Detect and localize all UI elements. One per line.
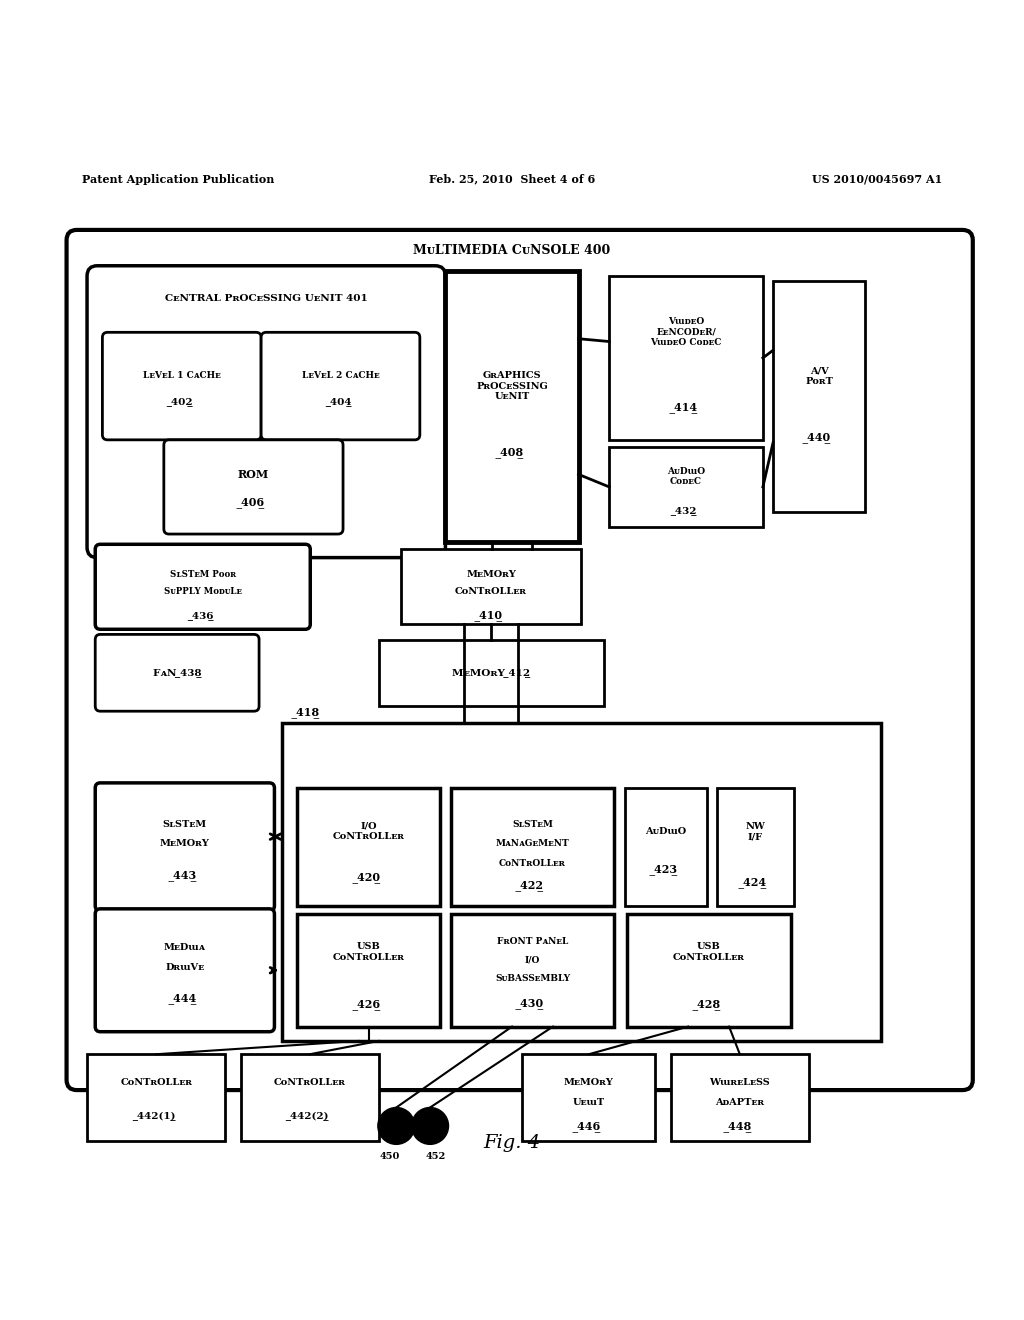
Text: USB
CᴏNTʀOLLᴇʀ: USB CᴏNTʀOLLᴇʀ xyxy=(673,942,744,961)
FancyBboxPatch shape xyxy=(95,635,259,711)
Text: MᴀNᴀGᴇMᴇNT: MᴀNᴀGᴇMᴇNT xyxy=(496,840,569,849)
Text: ̲442(1)̲: ̲442(1)̲ xyxy=(137,1111,175,1121)
FancyBboxPatch shape xyxy=(67,230,973,1090)
Text: AᴜDɯO
CᴏᴅᴇC: AᴜDɯO CᴏᴅᴇC xyxy=(667,467,706,486)
Text: ̲430̲: ̲430̲ xyxy=(521,998,544,1008)
Bar xyxy=(451,788,614,906)
Text: CᴏNTʀOLLᴇʀ: CᴏNTʀOLLᴇʀ xyxy=(455,587,527,597)
Text: AᴅAPTᴇʀ: AᴅAPTᴇʀ xyxy=(716,1098,764,1107)
Bar xyxy=(451,913,614,1027)
Bar xyxy=(87,1055,225,1142)
Text: ̲448̲: ̲448̲ xyxy=(728,1121,752,1133)
Bar xyxy=(401,549,581,624)
Text: NW
I/F: NW I/F xyxy=(745,822,765,841)
Text: MᴇMOʀY: MᴇMOʀY xyxy=(564,1078,613,1086)
Text: USB
CᴏNTʀOLLᴇʀ: USB CᴏNTʀOLLᴇʀ xyxy=(333,942,404,961)
Text: Fig. 4: Fig. 4 xyxy=(483,1134,541,1151)
Text: ̲440̲: ̲440̲ xyxy=(808,432,830,442)
Text: GʀAPHICS
PʀOCᴇSSING
UᴇNIT: GʀAPHICS PʀOCᴇSSING UᴇNIT xyxy=(476,371,548,401)
FancyBboxPatch shape xyxy=(261,333,420,440)
Text: LᴇVᴇL 2 CᴀCHᴇ: LᴇVᴇL 2 CᴀCHᴇ xyxy=(302,371,379,380)
Text: CᴇNTRAL PʀOCᴇSSING UᴇNIT 401: CᴇNTRAL PʀOCᴇSSING UᴇNIT 401 xyxy=(165,294,368,304)
Text: UᴇɯT: UᴇɯT xyxy=(572,1098,605,1107)
Bar xyxy=(627,913,791,1027)
Text: CᴏNTʀOLLᴇʀ: CᴏNTʀOLLᴇʀ xyxy=(499,859,566,867)
Text: SʟSTᴇM: SʟSTᴇM xyxy=(512,820,553,829)
Text: US 2010/0045697 A1: US 2010/0045697 A1 xyxy=(812,174,942,185)
Text: SᴜPPLY MᴏᴅᴜLᴇ: SᴜPPLY MᴏᴅᴜLᴇ xyxy=(164,587,242,597)
Text: ̲423̲: ̲423̲ xyxy=(654,863,677,875)
Text: ̲436̲: ̲436̲ xyxy=(193,611,213,620)
Text: ̲444̲: ̲444̲ xyxy=(173,994,197,1005)
Text: ̲420̲: ̲420̲ xyxy=(357,873,380,883)
Bar xyxy=(773,281,865,512)
Text: ̲404̲: ̲404̲ xyxy=(330,397,351,407)
Text: 450: 450 xyxy=(380,1151,400,1160)
Text: ̲408̲: ̲408̲ xyxy=(501,447,523,458)
Text: ̲432̲: ̲432̲ xyxy=(676,506,696,515)
Text: ̲446̲: ̲446̲ xyxy=(578,1121,600,1133)
Text: MᴇMOʀY: MᴇMOʀY xyxy=(160,840,210,849)
FancyBboxPatch shape xyxy=(102,333,261,440)
Bar xyxy=(671,1055,809,1142)
Text: SʟSTᴇM Pᴏᴏʀ: SʟSTᴇM Pᴏᴏʀ xyxy=(170,570,236,579)
Text: ̲402̲: ̲402̲ xyxy=(171,397,193,407)
FancyBboxPatch shape xyxy=(95,544,310,630)
Circle shape xyxy=(412,1107,449,1144)
Bar xyxy=(297,913,440,1027)
Text: MᴇDɯᴀ: MᴇDɯᴀ xyxy=(164,944,206,952)
Bar xyxy=(609,447,763,527)
Bar xyxy=(625,788,707,906)
Text: ̲410̲: ̲410̲ xyxy=(479,610,503,620)
Text: SᴜBASSᴇMBLY: SᴜBASSᴇMBLY xyxy=(495,974,570,983)
Text: ̲428̲: ̲428̲ xyxy=(697,998,720,1010)
Bar xyxy=(241,1055,379,1142)
Text: WɯʀᴇLᴇSS: WɯʀᴇLᴇSS xyxy=(710,1078,770,1086)
Text: VɯᴅᴇO
EᴇNCODᴇR/
VɯᴅᴇO CᴏᴅᴇC: VɯᴅᴇO EᴇNCODᴇR/ VɯᴅᴇO CᴏᴅᴇC xyxy=(650,317,722,347)
Text: ̲406̲: ̲406̲ xyxy=(242,496,265,508)
Bar xyxy=(379,639,604,706)
Bar xyxy=(522,1055,655,1142)
Text: ̲418̲: ̲418̲ xyxy=(297,708,321,718)
FancyBboxPatch shape xyxy=(164,440,343,535)
Text: Patent Application Publication: Patent Application Publication xyxy=(82,174,274,185)
Circle shape xyxy=(378,1107,415,1144)
Text: A/V
PᴏʀT: A/V PᴏʀT xyxy=(805,366,834,385)
Text: I/O: I/O xyxy=(524,956,541,965)
Text: ̲426̲: ̲426̲ xyxy=(357,998,380,1010)
Bar xyxy=(717,788,794,906)
Text: ̲442(2)̲: ̲442(2)̲ xyxy=(291,1111,329,1121)
Text: LᴇVᴇL 1 CᴀCHᴇ: LᴇVᴇL 1 CᴀCHᴇ xyxy=(143,371,220,380)
Bar xyxy=(609,276,763,440)
Text: Feb. 25, 2010  Sheet 4 of 6: Feb. 25, 2010 Sheet 4 of 6 xyxy=(429,174,595,185)
Text: MᴇMOʀY: MᴇMOʀY xyxy=(466,570,516,579)
FancyBboxPatch shape xyxy=(95,783,274,911)
Text: MᴇMOʀY ̲412̲: MᴇMOʀY ̲412̲ xyxy=(453,668,530,677)
Text: SʟSTᴇM: SʟSTᴇM xyxy=(163,820,207,829)
Bar xyxy=(445,271,579,543)
Text: I/O
CᴏNTʀOLLᴇʀ: I/O CᴏNTʀOLLᴇʀ xyxy=(333,822,404,841)
Bar xyxy=(282,723,881,1041)
Text: 452: 452 xyxy=(425,1151,445,1160)
Text: ̲414̲: ̲414̲ xyxy=(675,401,697,413)
Text: FʀONT PᴀNᴇL: FʀONT PᴀNᴇL xyxy=(497,937,568,946)
Text: MᴜLTIMEDIA CᴜNSOLE 400: MᴜLTIMEDIA CᴜNSOLE 400 xyxy=(414,244,610,257)
Text: ̲424̲: ̲424̲ xyxy=(743,878,767,888)
FancyBboxPatch shape xyxy=(95,909,274,1032)
Text: CᴏNTʀOLLᴇʀ: CᴏNTʀOLLᴇʀ xyxy=(273,1078,346,1086)
Text: FᴀN ̲438̲: FᴀN ̲438̲ xyxy=(153,668,202,677)
FancyBboxPatch shape xyxy=(87,265,445,557)
Text: ROM: ROM xyxy=(238,469,269,480)
Text: DʀɯVᴇ: DʀɯVᴇ xyxy=(165,962,205,972)
Text: AᴜDɯO: AᴜDɯO xyxy=(645,828,686,836)
Text: ̲443̲: ̲443̲ xyxy=(173,870,197,880)
Text: CᴏNTʀOLLᴇʀ: CᴏNTʀOLLᴇʀ xyxy=(120,1078,193,1086)
Text: ̲422̲: ̲422̲ xyxy=(521,880,544,891)
Bar xyxy=(297,788,440,906)
